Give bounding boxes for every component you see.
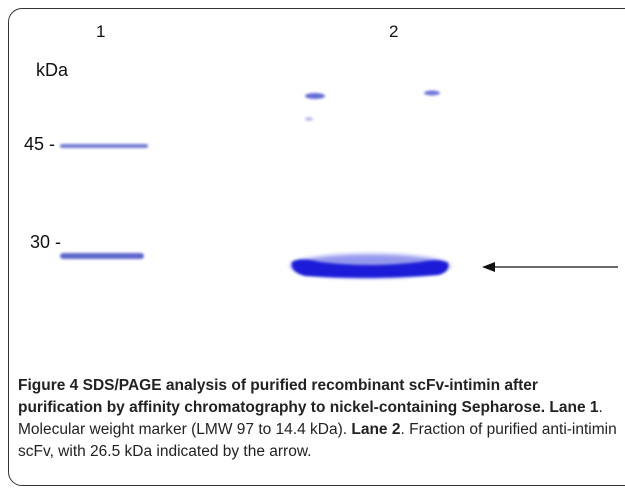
caption-figure-label: Figure 4 — [18, 377, 79, 394]
lane-label-2: 2 — [389, 22, 399, 41]
lane2-faint-spot — [305, 117, 313, 121]
figure-panel — [8, 8, 625, 486]
lane2-main-band — [291, 259, 449, 278]
caption-lane1-label: Lane 1 — [549, 399, 599, 416]
caption-lane2-text: . Fraction of purified anti-intimin scFv… — [18, 421, 617, 460]
arrow-head — [482, 262, 495, 272]
unit-label-kda: kDa — [36, 60, 69, 80]
lane-label-1: 1 — [96, 22, 106, 41]
lane2-faint-band-left — [305, 93, 325, 99]
caption-lane1-label: . — [540, 399, 546, 416]
figure-caption: Figure 4 SDS/PAGE analysis of purified r… — [18, 375, 618, 463]
caption-lane1-text: . Molecular weight marker (LMW 97 to 14.… — [18, 399, 603, 438]
caption-title: SDS/PAGE analysis of purified recombinan… — [18, 377, 541, 416]
marker-label-30: 30 - — [30, 232, 62, 252]
marker-band-45 — [60, 144, 148, 148]
marker-band-30 — [60, 253, 144, 259]
caption-lane2-label: Lane 2 — [351, 421, 401, 438]
marker-label-45: 45 - — [24, 134, 56, 154]
lane2-faint-band-right — [424, 90, 440, 96]
